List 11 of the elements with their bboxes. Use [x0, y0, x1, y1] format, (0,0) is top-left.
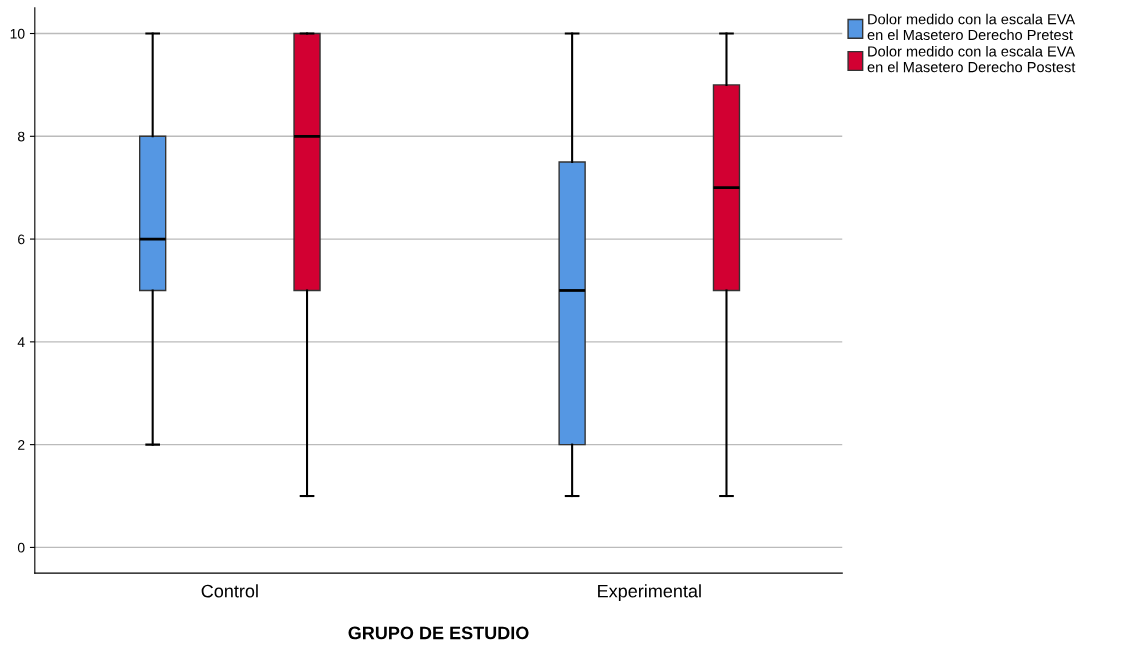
x-tick-label: Control — [201, 584, 258, 598]
y-tick-label: 4 — [17, 337, 25, 347]
y-tick-label: 8 — [17, 131, 25, 142]
x-tick-label: Experimental — [598, 584, 701, 602]
legend-label: Dolor medido con la escala EVA en el Masetero Derecho Postest — [867, 45, 1076, 73]
y-tick-label: 6 — [18, 234, 25, 245]
y-tick-label: 10 — [10, 28, 25, 39]
legend-label: Dolor medido con la escala EVA en el Masetero Derecho Pretest — [867, 13, 1076, 41]
x-axis-title: GRUPO DE ESTUDIO — [348, 626, 529, 640]
y-tick-label: 0 — [17, 542, 25, 553]
y-tick-label: 2 — [18, 439, 25, 450]
